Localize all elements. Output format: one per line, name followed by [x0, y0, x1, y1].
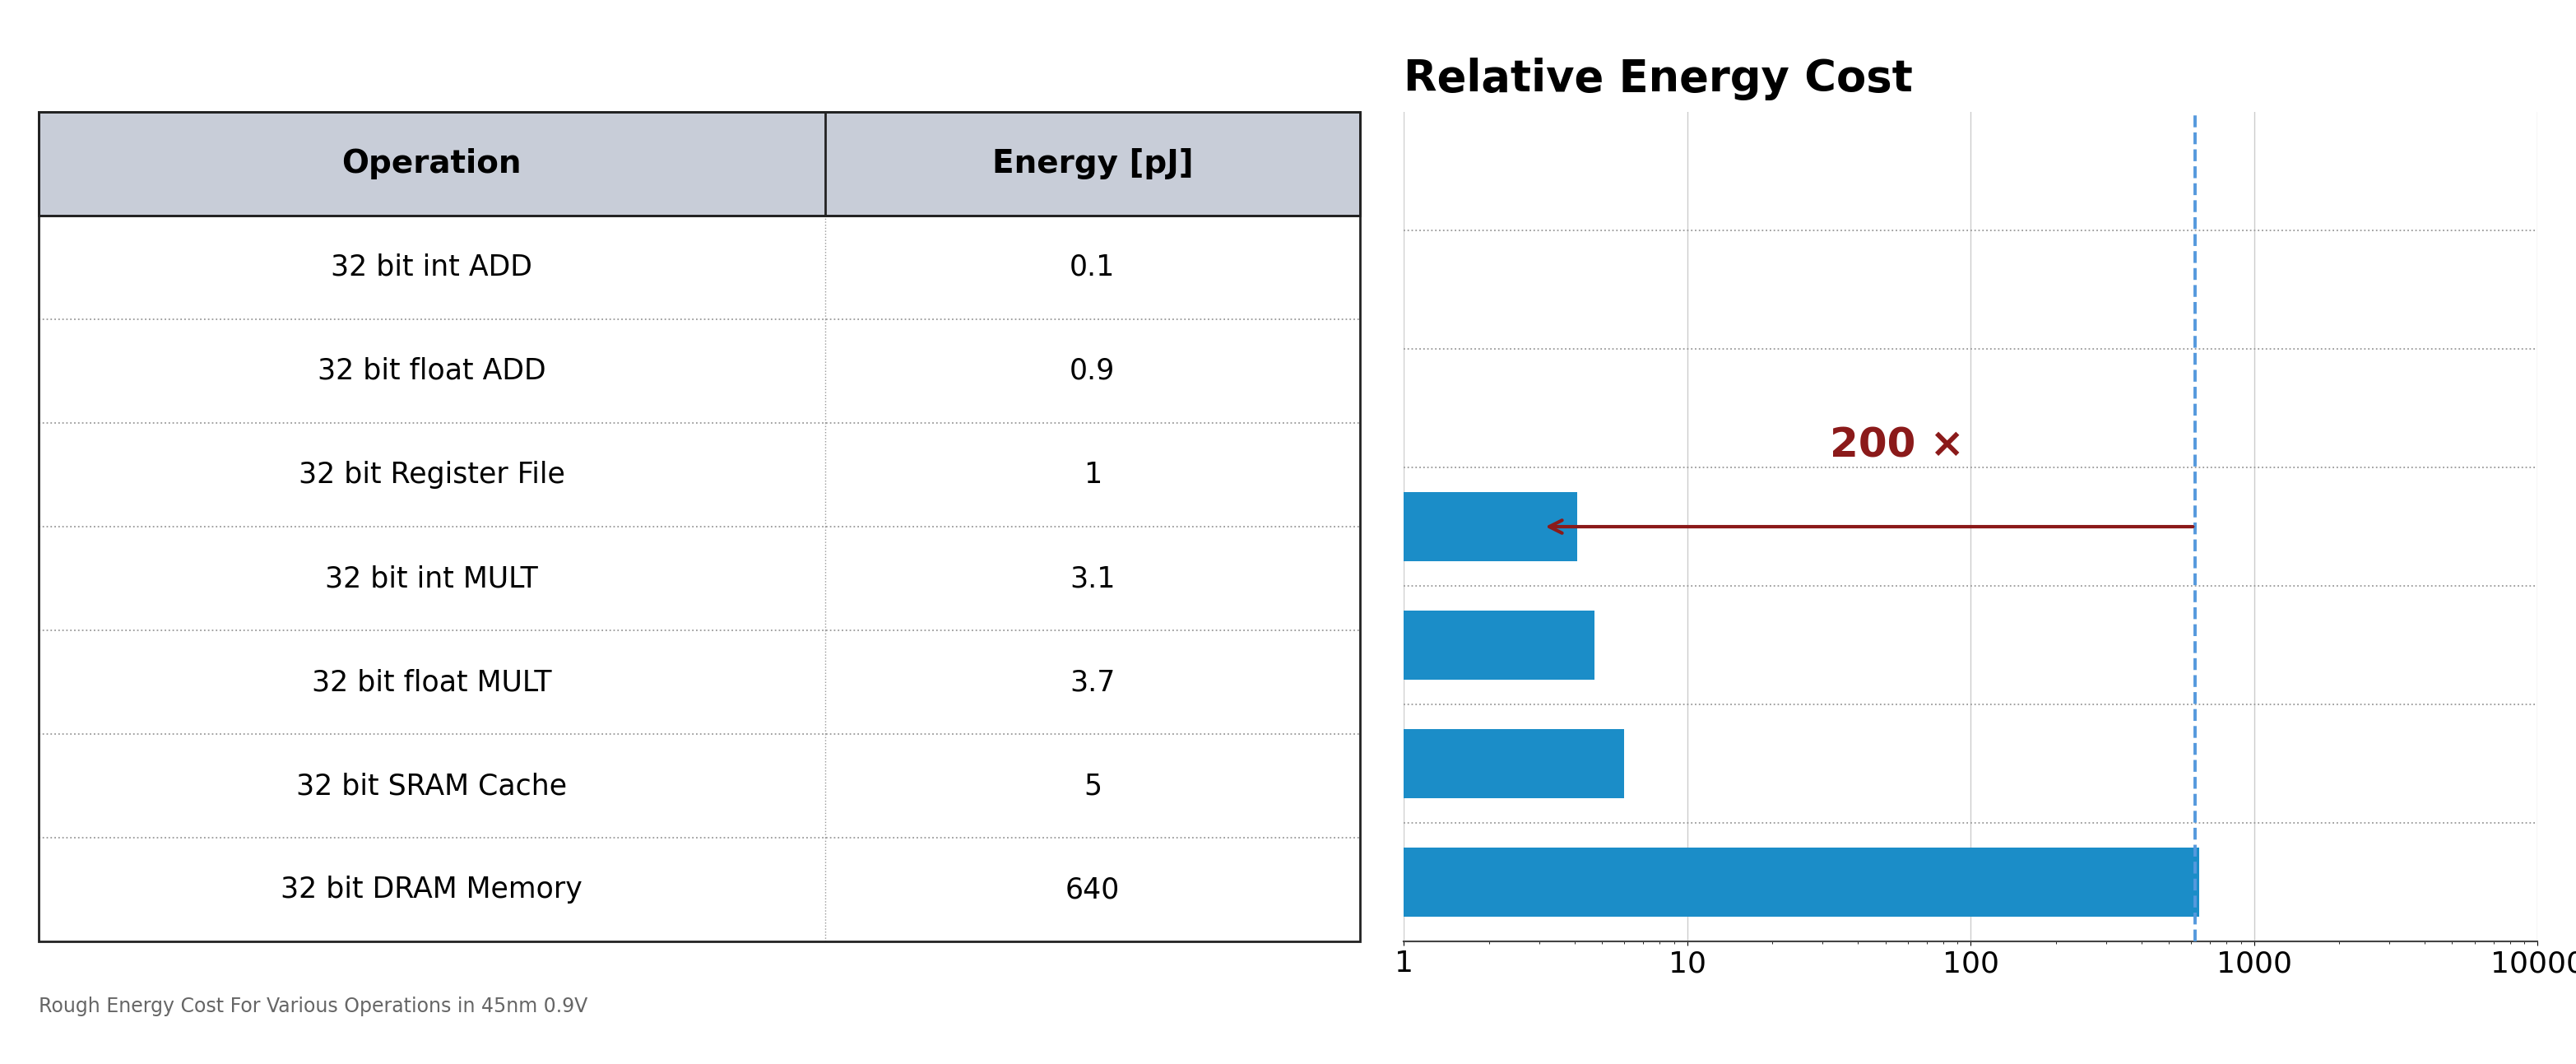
Bar [1404, 730, 1625, 798]
Text: 32 bit int MULT: 32 bit int MULT [325, 565, 538, 593]
Bar [39, 112, 1360, 215]
Text: 640: 640 [1066, 876, 1121, 903]
Text: Rough Energy Cost For Various Operations in 45nm 0.9V: Rough Energy Cost For Various Operations… [39, 996, 587, 1016]
Text: 32 bit float MULT: 32 bit float MULT [312, 668, 551, 696]
Text: 32 bit Register File: 32 bit Register File [299, 461, 564, 488]
Bar [1404, 848, 2200, 917]
Text: 0.9: 0.9 [1069, 358, 1115, 385]
Text: Operation: Operation [343, 148, 523, 179]
Text: Energy [pJ]: Energy [pJ] [992, 148, 1193, 179]
Text: 0.1: 0.1 [1069, 253, 1115, 281]
Text: 5: 5 [1084, 772, 1103, 800]
Bar [1404, 493, 1577, 561]
Text: 32 bit float ADD: 32 bit float ADD [317, 358, 546, 385]
Text: 3.1: 3.1 [1069, 565, 1115, 593]
Text: 32 bit int ADD: 32 bit int ADD [332, 253, 533, 281]
Text: 3.7: 3.7 [1069, 668, 1115, 696]
Text: 32 bit SRAM Cache: 32 bit SRAM Cache [296, 772, 567, 800]
Text: 200 ×: 200 × [1829, 426, 1965, 465]
Text: Relative Energy Cost: Relative Energy Cost [1404, 57, 1914, 100]
Bar [1404, 611, 1595, 680]
Text: 1: 1 [1084, 461, 1103, 488]
Text: 32 bit DRAM Memory: 32 bit DRAM Memory [281, 876, 582, 903]
